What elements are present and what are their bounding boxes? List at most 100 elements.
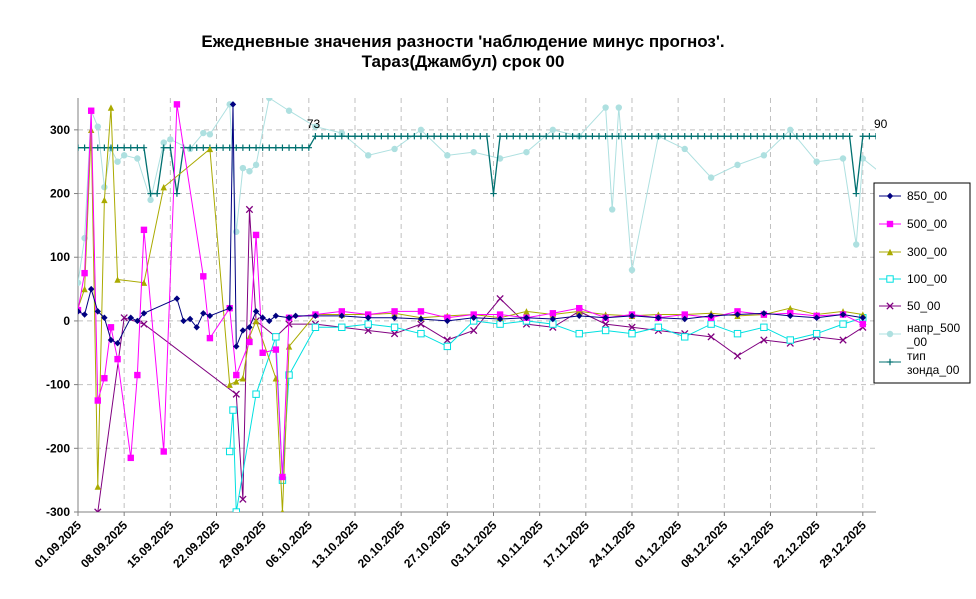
data-point (107, 104, 115, 111)
data-point (628, 329, 636, 338)
data-point (259, 314, 266, 321)
y-tick-label: -100 (46, 378, 70, 392)
data-point (200, 129, 207, 137)
data-point (780, 133, 787, 140)
x-tick-label: 15.09.2025 (124, 518, 177, 571)
data-point (648, 133, 655, 140)
legend-item: 850_00 (879, 189, 947, 203)
data-point (787, 312, 794, 320)
data-point (688, 133, 695, 140)
data-point (496, 155, 504, 162)
data-point (127, 454, 134, 462)
data-point (391, 145, 398, 153)
data-point (272, 346, 280, 353)
data-point (213, 144, 220, 151)
data-point (81, 269, 88, 277)
data-point (549, 133, 557, 140)
data-point (200, 273, 207, 280)
x-tick-label: 24.11.2025 (586, 518, 638, 570)
data-point (219, 144, 227, 151)
data-point (147, 196, 154, 204)
data-point (859, 133, 867, 140)
data-point (707, 133, 715, 140)
data-point (200, 310, 207, 317)
data-point (839, 155, 847, 162)
data-point (846, 133, 853, 140)
data-point (727, 133, 735, 140)
data-point (707, 333, 715, 341)
data-point (813, 314, 820, 321)
data-point (576, 304, 583, 312)
data-point (285, 371, 293, 379)
data-point (312, 123, 319, 130)
data-point (78, 308, 82, 315)
data-point (754, 133, 761, 140)
x-tick-label: 27.10.2025 (401, 518, 454, 571)
data-point (734, 161, 741, 169)
data-point (470, 314, 477, 321)
data-point (608, 206, 616, 213)
data-point (839, 133, 847, 140)
data-point (299, 144, 306, 151)
data-point (180, 317, 187, 325)
data-point (793, 133, 801, 140)
data-point (160, 183, 167, 191)
data-point (285, 314, 293, 321)
data-point (417, 126, 425, 134)
chart-title-line2: Тараз(Джамбул) срок 00 (362, 52, 565, 71)
series-line (78, 107, 863, 512)
data-point (285, 107, 293, 114)
data-point (800, 133, 807, 140)
data-point (417, 133, 425, 140)
data-point (305, 144, 313, 151)
data-point (740, 133, 748, 140)
data-point (94, 144, 101, 151)
data-point (272, 333, 280, 341)
data-point (332, 133, 339, 140)
data-point (78, 279, 82, 286)
data-point (140, 320, 148, 328)
x-tick-label: 20.10.2025 (355, 518, 408, 571)
data-point (602, 104, 609, 111)
annotation-label: 90 (874, 117, 888, 131)
data-point (101, 375, 108, 382)
data-point (259, 349, 266, 356)
data-point (813, 133, 820, 140)
data-point (225, 447, 234, 456)
x-tick-label: 22.09.2025 (170, 518, 223, 571)
legend-label: тип зонда_00 (907, 349, 960, 377)
data-point (338, 133, 346, 140)
data-point (272, 312, 280, 320)
data-point (760, 152, 768, 159)
data-point (397, 133, 405, 140)
data-point (292, 144, 299, 151)
x-tick-label: 29.09.2025 (216, 518, 269, 571)
data-point (450, 133, 458, 140)
data-point (338, 312, 346, 320)
data-point (107, 336, 115, 344)
data-point (628, 133, 636, 140)
data-point (200, 144, 207, 151)
data-point (229, 406, 237, 414)
data-point (252, 317, 260, 325)
data-point (252, 161, 260, 169)
data-point (503, 133, 510, 140)
y-tick-label: -300 (46, 505, 70, 519)
data-point (496, 315, 504, 323)
data-point (229, 101, 237, 108)
legend-label: 50_00 (907, 299, 941, 313)
data-point (312, 133, 319, 140)
data-point (173, 190, 181, 197)
data-point (523, 314, 530, 321)
data-point (81, 144, 88, 151)
annotation-label: 73 (307, 117, 321, 131)
data-point (872, 133, 876, 140)
data-point (120, 152, 128, 159)
data-point (226, 101, 233, 108)
data-point (364, 314, 372, 321)
x-tick-label: 08.09.2025 (78, 518, 131, 571)
data-point (628, 323, 636, 331)
legend-item: 100_00 (879, 272, 947, 286)
data-point (140, 310, 148, 317)
